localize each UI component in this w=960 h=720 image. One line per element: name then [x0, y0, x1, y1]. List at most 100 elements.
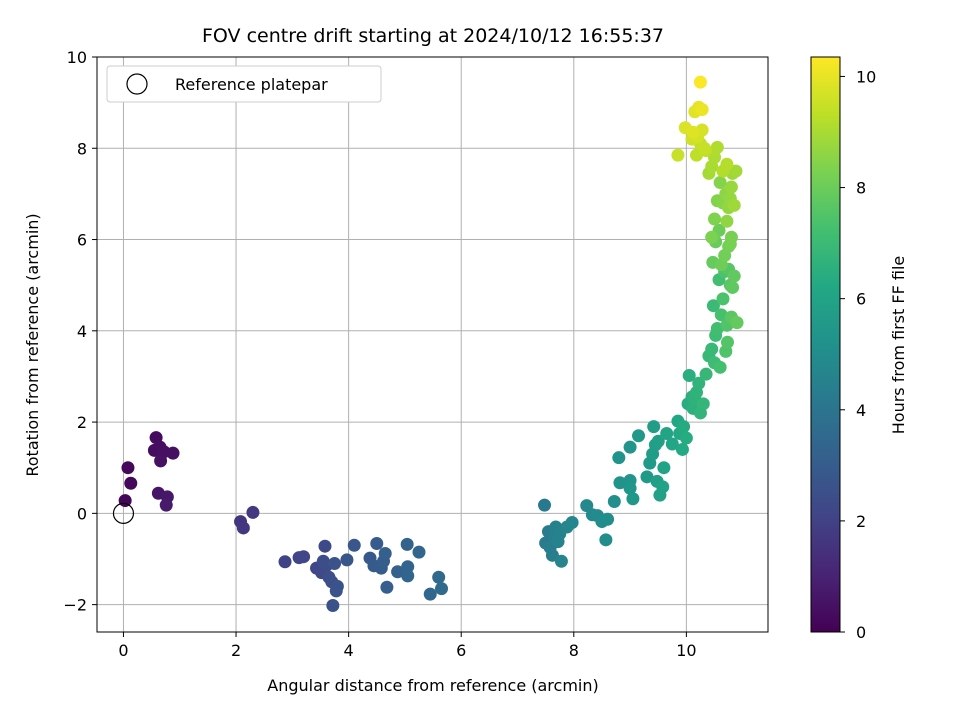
colorbar-gradient — [810, 56, 841, 633]
data-point — [679, 431, 693, 445]
data-point — [727, 269, 741, 283]
data-point — [714, 308, 728, 322]
x-tick-label: 6 — [456, 641, 466, 660]
y-tick-label: 8 — [77, 139, 87, 158]
colorbar-tick-label: 4 — [856, 401, 866, 420]
data-point — [601, 512, 615, 526]
colorbar-tick-label: 0 — [856, 623, 866, 642]
legend: Reference platepar — [106, 65, 382, 103]
data-point — [720, 335, 734, 349]
y-tick-label: 2 — [77, 413, 87, 432]
data-point — [401, 569, 415, 583]
data-point — [720, 214, 734, 228]
data-point — [727, 198, 741, 212]
y-tick-label: 10 — [67, 48, 87, 67]
data-point — [675, 442, 689, 456]
data-point — [706, 299, 720, 313]
data-point — [682, 369, 696, 383]
x-tick-label: 4 — [344, 641, 354, 660]
data-point — [656, 480, 670, 494]
gridlines — [97, 56, 768, 632]
data-point — [730, 316, 744, 330]
data-point — [623, 481, 637, 495]
colorbar-ticks: 0 2 4 6 8 10 — [840, 67, 876, 642]
plot-area: 0 2 4 6 8 10 −2 0 2 4 6 8 10 — [63, 48, 769, 660]
data-point — [326, 599, 340, 613]
data-point — [720, 157, 734, 171]
data-point — [370, 536, 384, 550]
data-point — [671, 148, 685, 162]
x-tick-label: 10 — [676, 641, 696, 660]
y-axis-ticks: −2 0 2 4 6 8 10 — [63, 48, 97, 615]
data-point — [724, 180, 738, 194]
data-point — [660, 426, 674, 440]
x-axis-ticks: 0 2 4 6 8 10 — [118, 632, 697, 660]
data-point — [696, 397, 710, 411]
data-point — [318, 539, 332, 553]
data-point — [705, 230, 719, 244]
data-point — [159, 498, 173, 512]
legend-box — [106, 65, 382, 103]
data-point — [246, 505, 260, 519]
data-point — [554, 554, 568, 568]
data-point — [565, 515, 579, 529]
data-point — [623, 440, 637, 454]
data-point — [236, 521, 250, 535]
legend-label: Reference platepar — [175, 75, 328, 94]
data-point — [686, 125, 700, 139]
reference-platepar-marker — [112, 502, 135, 524]
data-point — [340, 553, 354, 567]
y-tick-label: 0 — [77, 504, 87, 523]
data-point — [726, 280, 740, 294]
data-point — [708, 212, 722, 226]
y-tick-label: −2 — [63, 596, 87, 615]
data-point — [329, 584, 343, 598]
data-point — [724, 230, 738, 244]
colorbar-tick-label: 2 — [856, 512, 866, 531]
data-point — [632, 429, 646, 443]
data-point — [154, 454, 168, 468]
data-point — [380, 580, 394, 594]
plot-frame — [96, 56, 769, 633]
data-point — [640, 470, 654, 484]
x-tick-label: 0 — [118, 641, 128, 660]
data-point — [423, 587, 437, 601]
data-point — [716, 292, 730, 306]
data-point — [607, 494, 621, 508]
data-point — [651, 434, 665, 448]
data-point — [328, 557, 342, 571]
data-point — [316, 554, 330, 568]
data-point — [297, 550, 311, 564]
data-point — [124, 476, 138, 490]
data-point — [599, 533, 613, 547]
data-point — [695, 102, 709, 116]
x-axis-label: Angular distance from reference (arcmin) — [267, 676, 598, 695]
data-point — [613, 476, 627, 490]
data-point — [697, 141, 711, 155]
x-tick-label: 8 — [569, 641, 579, 660]
data-point — [699, 367, 713, 381]
data-point — [729, 164, 743, 178]
chart-title: FOV centre drift starting at 2024/10/12 … — [202, 25, 664, 47]
y-tick-label: 4 — [77, 322, 87, 341]
data-point — [378, 547, 392, 561]
data-point — [432, 570, 446, 584]
colorbar-label: Hours from first FF file — [889, 256, 908, 435]
data-point — [677, 420, 691, 434]
data-point — [435, 582, 449, 596]
x-tick-label: 2 — [231, 641, 241, 660]
colorbar-tick-label: 8 — [856, 179, 866, 198]
data-points — [112, 75, 744, 613]
data-point — [665, 437, 679, 451]
data-point — [713, 360, 727, 374]
data-point — [657, 461, 671, 475]
data-point — [401, 560, 415, 574]
data-point — [391, 565, 405, 579]
data-point — [692, 376, 706, 390]
data-point — [705, 342, 719, 356]
data-point — [538, 498, 552, 512]
reference-platepar-legend-marker — [126, 73, 148, 95]
data-point — [612, 451, 626, 465]
